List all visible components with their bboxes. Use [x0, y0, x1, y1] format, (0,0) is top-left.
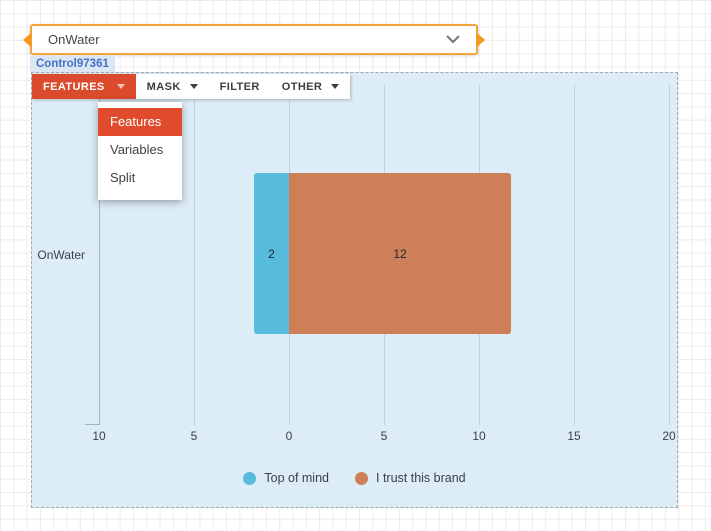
caret-down-icon: [189, 84, 198, 89]
chevron-down-icon[interactable]: [446, 35, 460, 44]
menu-item-split[interactable]: Split: [110, 170, 136, 185]
other-button[interactable]: OTHER: [271, 74, 351, 99]
legend-label: Top of mind: [264, 471, 329, 485]
bar-i-trust-this-brand[interactable]: 12: [289, 173, 511, 334]
select-value: OnWater: [48, 32, 100, 47]
caret-down-icon: [331, 84, 340, 89]
chart-widget-container: FEATURES MASK FILTER OTHER Features Vari…: [31, 72, 678, 508]
bar-top-of-mind[interactable]: 2: [254, 173, 289, 334]
x-tick-label: 15: [567, 429, 581, 443]
control-select[interactable]: OnWater: [23, 24, 485, 55]
resize-handle-left-icon[interactable]: [23, 32, 31, 47]
features-dropdown-menu: Features Variables Split: [98, 102, 182, 200]
menu-item-variables[interactable]: Variables: [110, 142, 164, 157]
gridline: [574, 84, 575, 425]
bar-value-label: 2: [268, 246, 275, 261]
y-axis-line: [99, 84, 100, 425]
mask-button-label: MASK: [146, 80, 181, 93]
x-tick-label: 10: [92, 429, 106, 443]
category-label: OnWater: [37, 248, 85, 262]
other-button-label: OTHER: [281, 80, 323, 93]
mask-button[interactable]: MASK: [136, 74, 209, 99]
legend-dot-blue-icon: [243, 471, 257, 485]
filter-button-label: FILTER: [219, 80, 260, 93]
y-axis-outer-tick: [85, 424, 100, 425]
chart-legend: Top of mind I trust this brand: [32, 471, 677, 485]
legend-dot-orange-icon: [355, 471, 368, 485]
filter-button[interactable]: FILTER: [209, 74, 271, 99]
control-id-label[interactable]: Control97361: [30, 56, 115, 72]
x-tick-label: 5: [190, 429, 198, 443]
legend-label: I trust this brand: [376, 471, 466, 485]
caret-down-icon: [116, 84, 125, 89]
legend-item-top-of-mind[interactable]: Top of mind: [243, 471, 329, 485]
x-tick-label: 5: [380, 429, 388, 443]
features-button[interactable]: FEATURES: [32, 74, 136, 99]
gridline: [194, 84, 195, 425]
bar-value-label: 12: [393, 246, 407, 261]
x-tick-label: 0: [285, 429, 293, 443]
features-button-label: FEATURES: [43, 80, 105, 93]
menu-item-features[interactable]: Features: [98, 108, 182, 136]
x-tick-label: 10: [472, 429, 486, 443]
x-tick-label: 20: [662, 429, 676, 443]
chart-toolbar: FEATURES MASK FILTER OTHER: [32, 74, 351, 99]
legend-item-i-trust-this-brand[interactable]: I trust this brand: [355, 471, 466, 485]
gridline: [669, 84, 670, 425]
resize-handle-right-icon[interactable]: [477, 32, 485, 47]
